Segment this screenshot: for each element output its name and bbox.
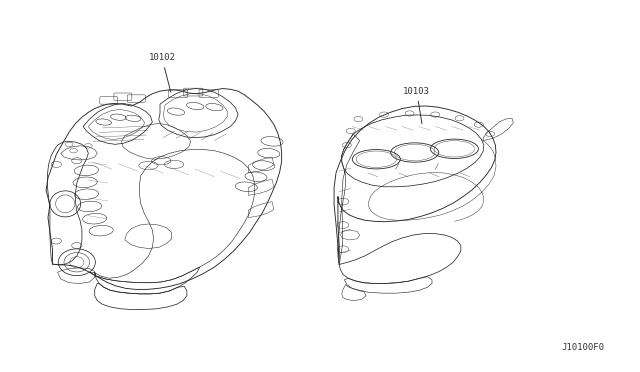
Text: J10100F0: J10100F0 xyxy=(562,343,605,352)
Text: 10102: 10102 xyxy=(148,53,175,92)
Text: 10103: 10103 xyxy=(403,87,430,124)
